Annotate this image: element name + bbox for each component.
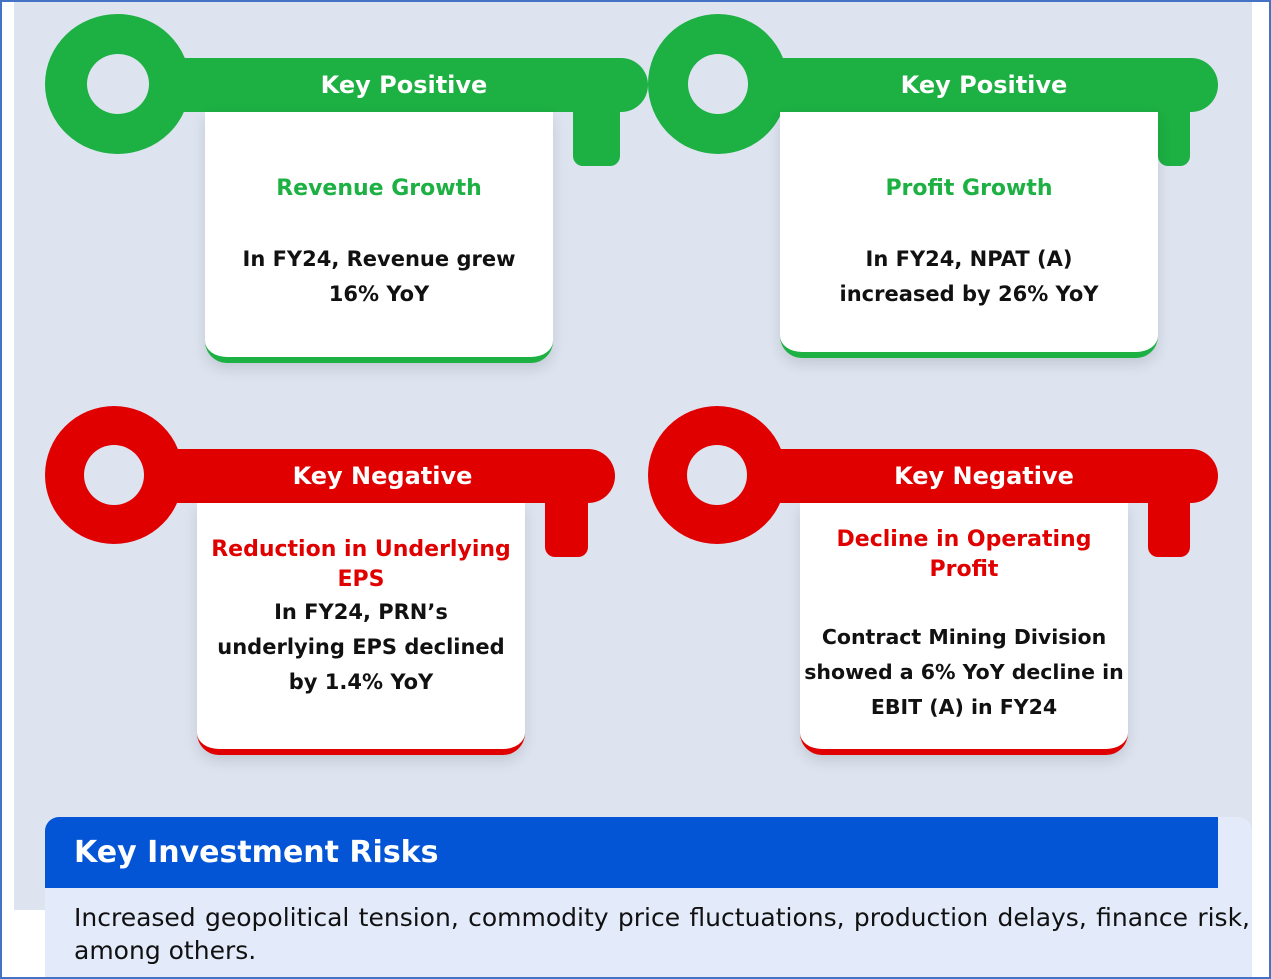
key-tooth [573,100,620,166]
key-badge: Key Negative [150,449,615,503]
key-badge: Key Negative [750,449,1218,503]
investment-risks-panel: Key Investment Risks Increased geopoliti… [45,817,1252,977]
key-tooth [1148,490,1190,557]
key-ring-icon [648,14,788,154]
risks-title: Key Investment Risks [45,817,1218,888]
card-text: In FY24, NPAT (A) increased by 26% YoY [839,247,1099,306]
card-title: Profit Growth [885,176,1053,201]
key-badge: Key Positive [750,58,1218,112]
card-text: Contract Mining Division showed a 6% YoY… [804,625,1124,719]
card-body: Decline in Operating Profit Contract Min… [800,503,1128,755]
key-badge: Key Positive [150,58,648,112]
card-title: Revenue Growth [276,176,482,201]
risks-body: Increased geopolitical tension, commodit… [74,903,1250,965]
card-text: In FY24, Revenue grew 16% YoY [242,247,516,306]
card-text: In FY24, PRN’s underlying EPS declined b… [217,600,505,694]
card-body: Revenue Growth In FY24, Revenue grew 16%… [205,112,553,363]
key-tooth [545,490,588,557]
card-body: Reduction in Underlying EPS In FY24, PRN… [197,503,525,755]
key-ring-icon [45,406,183,544]
card-title: Reduction in Underlying EPS [211,537,511,592]
card-body: Profit Growth In FY24, NPAT (A) increase… [780,112,1158,358]
card-title: Decline in Operating Profit [836,527,1092,582]
key-tooth [1158,100,1190,166]
